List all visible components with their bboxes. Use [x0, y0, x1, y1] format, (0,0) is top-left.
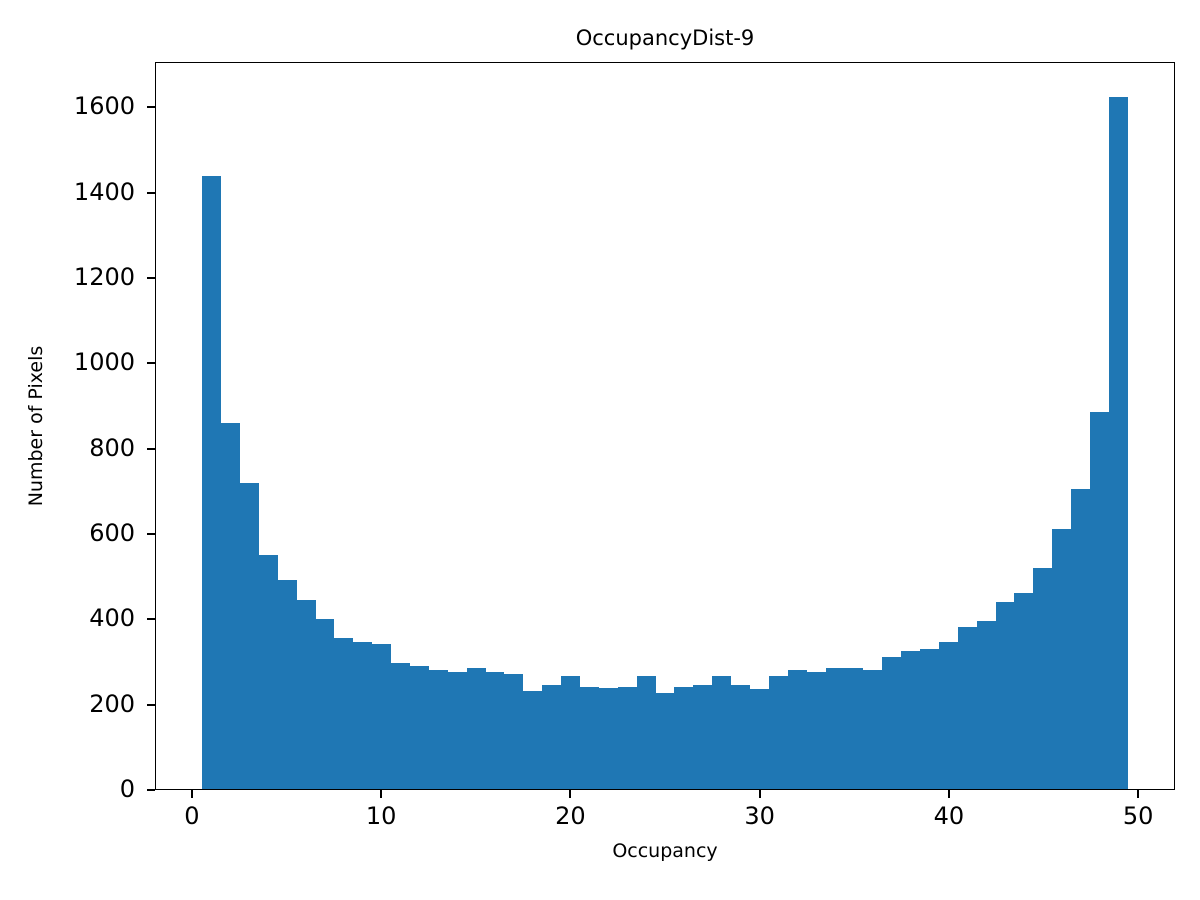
histogram-bar	[712, 676, 732, 789]
histogram-bar	[221, 423, 241, 789]
histogram-bar	[901, 650, 920, 789]
histogram-bar	[447, 671, 467, 789]
y-tick-label: 600	[89, 518, 135, 547]
histogram-bar	[957, 627, 977, 789]
y-tick-mark	[147, 276, 155, 279]
histogram-bar	[353, 642, 373, 789]
histogram-bar	[655, 693, 675, 789]
x-tick-mark	[1137, 790, 1140, 798]
y-tick-mark	[147, 191, 155, 194]
histogram-bar	[938, 642, 958, 789]
x-tick-mark	[380, 790, 383, 798]
histogram-bar	[1033, 567, 1053, 789]
x-tick-label: 10	[365, 802, 397, 830]
x-tick-mark	[569, 790, 572, 798]
y-tick-label: 1600	[73, 92, 135, 121]
x-tick-mark	[190, 790, 193, 798]
histogram-bar	[825, 667, 845, 789]
histogram-bar	[863, 669, 883, 789]
histogram-bar	[1071, 488, 1090, 789]
histogram-bar	[787, 669, 807, 789]
histogram-bar	[334, 637, 354, 789]
histogram-bar	[277, 580, 297, 789]
histogram-bar	[202, 176, 222, 789]
histogram-bar	[410, 665, 429, 789]
histogram-bar	[919, 648, 939, 789]
x-tick-label: 30	[744, 802, 775, 830]
histogram-bar	[1089, 412, 1109, 789]
x-tick-mark	[758, 790, 761, 798]
y-tick-label: 400	[89, 604, 135, 633]
chart-title: OccupancyDist-9	[575, 26, 755, 50]
histogram-bar	[674, 686, 694, 789]
histogram-bar	[1108, 97, 1128, 789]
x-tick-label: 0	[184, 802, 200, 830]
histogram-bar	[428, 669, 448, 789]
y-tick-mark	[147, 532, 155, 535]
histogram-bar	[485, 671, 505, 789]
y-tick-label: 1000	[73, 348, 135, 377]
y-tick-mark	[147, 362, 155, 365]
plot-area	[155, 62, 1175, 790]
histogram-bar	[466, 667, 486, 789]
y-tick-label: 0	[119, 775, 135, 803]
histogram-bar	[504, 674, 524, 789]
histogram-bar	[636, 676, 656, 789]
y-tick-mark	[147, 789, 155, 791]
histogram-bar	[561, 676, 580, 789]
histogram-bar	[258, 554, 278, 789]
histogram-bar	[1052, 529, 1072, 789]
histogram-bar	[296, 599, 316, 789]
histogram-bar	[580, 686, 599, 789]
y-tick-label: 800	[89, 433, 135, 462]
histogram-bar	[749, 689, 769, 789]
histogram-bar	[995, 601, 1015, 789]
x-tick-label: 40	[933, 802, 965, 830]
histogram-bar	[976, 620, 996, 789]
histogram-bar	[391, 663, 411, 789]
bars-layer	[156, 63, 1174, 789]
histogram-bar	[768, 676, 788, 789]
histogram-bar	[693, 684, 713, 789]
y-tick-label: 1200	[73, 262, 135, 291]
x-axis-label: Occupancy	[612, 840, 718, 862]
y-tick-mark	[147, 618, 155, 621]
y-tick-label: 1400	[73, 177, 135, 206]
histogram-bar	[806, 671, 826, 789]
y-tick-mark	[147, 703, 155, 706]
x-tick-label: 20	[555, 802, 586, 830]
histogram-bar	[315, 618, 335, 789]
histogram-bar	[882, 657, 902, 789]
histogram-bar	[372, 644, 392, 789]
histogram-bar	[617, 686, 637, 789]
histogram-bar	[523, 691, 543, 789]
y-tick-mark	[147, 447, 155, 450]
histogram-bar	[542, 684, 562, 789]
y-tick-label: 200	[89, 689, 135, 718]
x-tick-mark	[947, 790, 950, 798]
histogram-bar	[844, 667, 864, 789]
y-tick-mark	[147, 106, 155, 109]
x-tick-label: 50	[1122, 802, 1154, 830]
histogram-bar	[1014, 593, 1034, 789]
histogram-bar	[240, 482, 259, 789]
histogram-bar	[731, 684, 750, 789]
histogram-bar	[598, 687, 618, 789]
